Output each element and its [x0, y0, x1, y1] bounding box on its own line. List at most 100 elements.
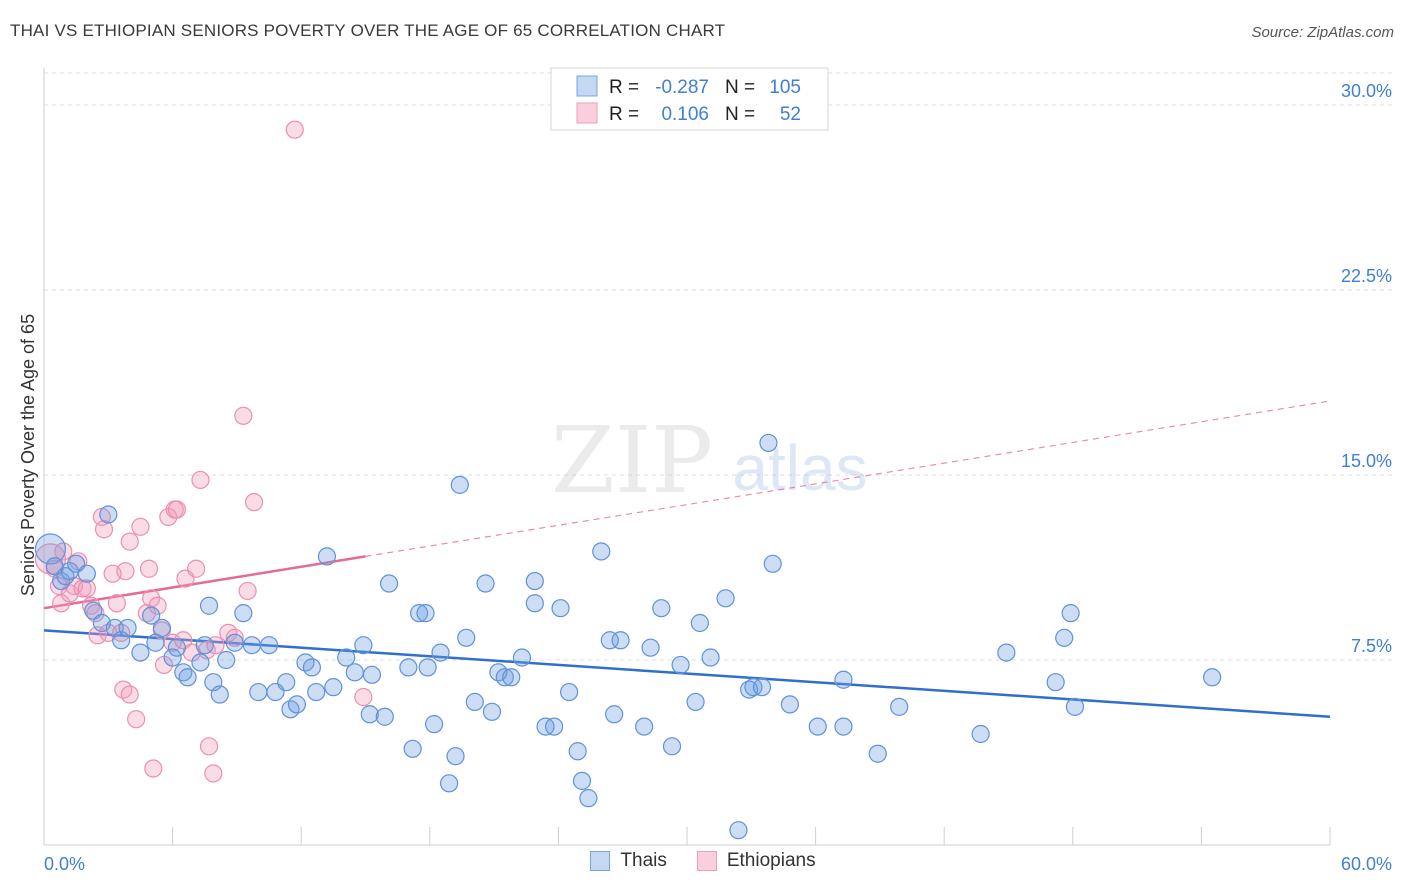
thais-point: [763, 554, 782, 573]
stats-r-value-1: -0.287: [655, 77, 709, 98]
thais-point: [729, 821, 748, 840]
thais-trend-line: [43, 629, 1331, 718]
ethiopians-point: [148, 596, 167, 615]
x-tick-label-min: 0.0%: [44, 854, 85, 874]
thais-point: [568, 742, 587, 761]
thais-point: [277, 673, 296, 692]
thais-point: [409, 604, 429, 623]
thais-point: [572, 771, 592, 790]
thais-point: [403, 739, 422, 758]
thais-point: [178, 668, 197, 687]
thais-point: [525, 571, 544, 591]
ethiopians-trend-extension: [365, 400, 1331, 557]
legend-label-ethiopians: Ethiopians: [726, 850, 816, 871]
thais-point: [337, 648, 356, 667]
ethiopians-points: [34, 120, 373, 783]
thais-point: [579, 789, 598, 808]
ethiopians-point: [354, 687, 373, 707]
thais-point: [195, 636, 214, 655]
legend-label-thais: Thais: [620, 850, 667, 871]
ethiopians-point: [238, 581, 257, 601]
thais-point: [152, 618, 171, 638]
thais-point: [690, 613, 709, 633]
thais-point: [399, 658, 418, 677]
legend-swatch-thais: [590, 851, 611, 871]
thais-point: [605, 705, 624, 724]
thais-point: [1055, 628, 1074, 647]
thais-point: [77, 564, 96, 583]
thais-point: [379, 574, 399, 593]
thais-point: [142, 606, 161, 625]
legend-swatch-ethiopians: [696, 851, 717, 871]
thais-point: [167, 638, 186, 657]
thais-point: [439, 774, 459, 793]
axes: [43, 68, 1331, 846]
ethiopians-point: [139, 559, 159, 578]
y-tick-label: 30.0%: [1341, 81, 1392, 101]
thais-point: [701, 648, 720, 667]
ethiopians-point: [206, 636, 225, 655]
legend-item-ethiopians[interactable]: Ethiopians: [696, 850, 816, 872]
tick-labels: 7.5% 15.0% 22.5% 30.0% 0.0% 60.0%: [44, 81, 1392, 874]
thais-point: [545, 717, 564, 736]
ethiopians-point: [120, 685, 139, 704]
thais-point: [287, 695, 307, 714]
thais-point: [362, 665, 382, 684]
stats-n-label-1: N =: [725, 77, 755, 98]
y-tick-label: 15.0%: [1341, 451, 1392, 471]
ethiopians-point: [225, 628, 244, 647]
chart-source: Source: ZipAtlas.com: [1251, 24, 1394, 41]
thais-point: [307, 682, 326, 702]
thais-point: [641, 638, 660, 657]
watermark-atlas: atlas: [732, 432, 867, 504]
watermark-zip: ZIP: [551, 407, 713, 514]
thais-point: [259, 636, 279, 655]
thais-point: [191, 653, 210, 672]
legend-item-thais[interactable]: Thais: [590, 850, 667, 872]
thais-point: [482, 702, 502, 721]
thais-point: [495, 668, 514, 687]
thais-point: [354, 636, 373, 655]
thais-point: [971, 724, 990, 744]
thais-point: [1203, 668, 1222, 687]
thais-point: [560, 682, 579, 702]
thais-point: [780, 695, 799, 714]
thais-point: [551, 599, 570, 618]
stats-legend-ethiopians-swatch: [576, 102, 598, 124]
thais-point: [635, 717, 654, 736]
thais-point: [890, 697, 909, 716]
stats-r-label-2: R =: [609, 104, 639, 125]
thais-point: [1046, 673, 1065, 692]
thais-point: [34, 533, 67, 565]
ethiopians-point: [86, 604, 105, 623]
thais-point: [424, 715, 444, 734]
y-axis-label: Seniors Poverty Over the Age of 65: [18, 314, 38, 596]
chart-title: THAI VS ETHIOPIAN SENIORS POVERTY OVER T…: [10, 21, 726, 40]
grid-lines: [44, 72, 1392, 661]
thais-point: [345, 663, 364, 682]
thais-point: [600, 631, 619, 650]
thais-point: [611, 631, 630, 650]
thais-point: [834, 670, 853, 689]
thais-point: [716, 589, 735, 608]
ethiopians-point: [234, 406, 253, 425]
ethiopians-point: [204, 764, 223, 783]
watermark: ZIP atlas: [551, 407, 868, 514]
thais-point: [234, 604, 253, 623]
thais-point: [163, 648, 182, 667]
thais-points: [34, 433, 1222, 840]
stats-legend: R = -0.287 N = 105 R = 0.106 N = 52: [550, 67, 829, 131]
ethiopians-point: [77, 579, 96, 598]
stats-r-label-1: R =: [609, 77, 639, 98]
thais-point: [652, 599, 671, 618]
thais-point: [997, 643, 1016, 662]
ethiopians-point: [191, 470, 210, 490]
thais-point: [416, 604, 435, 623]
thais-point: [502, 668, 521, 687]
thais-point: [686, 692, 705, 712]
chart-legend: Thais Ethiopians: [0, 850, 1406, 872]
thais-point: [752, 678, 772, 697]
thais-point: [324, 678, 343, 697]
y-tick-label: 22.5%: [1341, 266, 1392, 286]
